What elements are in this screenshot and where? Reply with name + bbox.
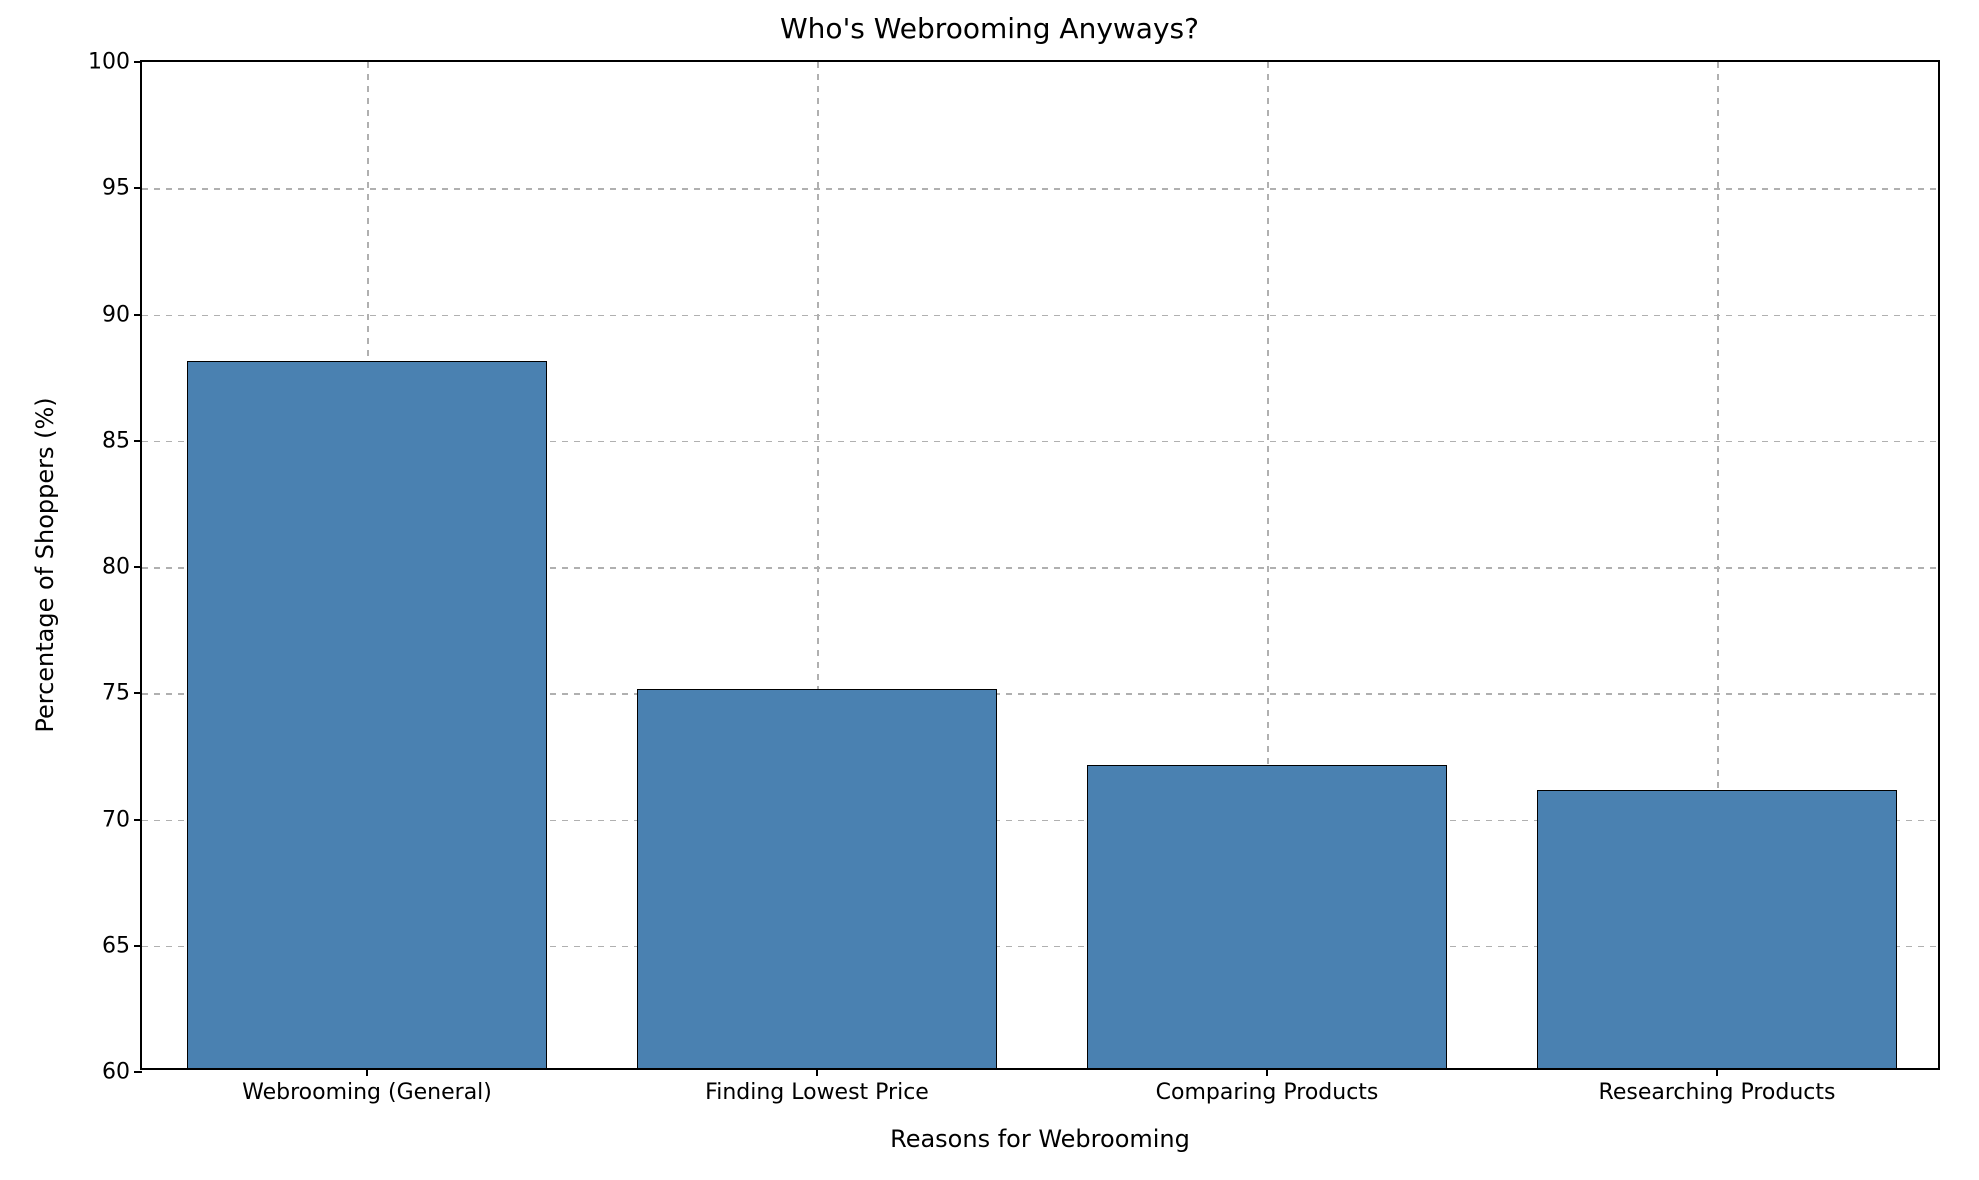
gridline-horizontal [142, 315, 1938, 317]
ytick-label: 90 [102, 302, 142, 327]
plot-area: 6065707580859095100Webrooming (General)F… [140, 60, 1940, 1070]
chart-container: Who's Webrooming Anyways? 60657075808590… [0, 0, 1979, 1180]
ytick-label: 100 [88, 50, 142, 75]
xtick-label: Researching Products [1599, 1068, 1836, 1105]
ytick-label: 65 [102, 933, 142, 958]
bar [637, 689, 997, 1068]
bar [1087, 765, 1447, 1068]
ytick-label: 70 [102, 807, 142, 832]
ytick-label: 75 [102, 681, 142, 706]
ytick-label: 85 [102, 428, 142, 453]
ytick-label: 60 [102, 1060, 142, 1085]
ytick-label: 95 [102, 176, 142, 201]
chart-title: Who's Webrooming Anyways? [0, 12, 1979, 45]
xtick-label: Finding Lowest Price [705, 1068, 929, 1105]
bar [1537, 790, 1897, 1068]
xtick-label: Comparing Products [1156, 1068, 1379, 1105]
bar [187, 361, 547, 1068]
xtick-label: Webrooming (General) [242, 1068, 492, 1105]
ytick-label: 80 [102, 555, 142, 580]
y-axis-label: Percentage of Shoppers (%) [31, 397, 59, 732]
x-axis-label: Reasons for Webrooming [140, 1125, 1940, 1153]
gridline-horizontal [142, 188, 1938, 190]
